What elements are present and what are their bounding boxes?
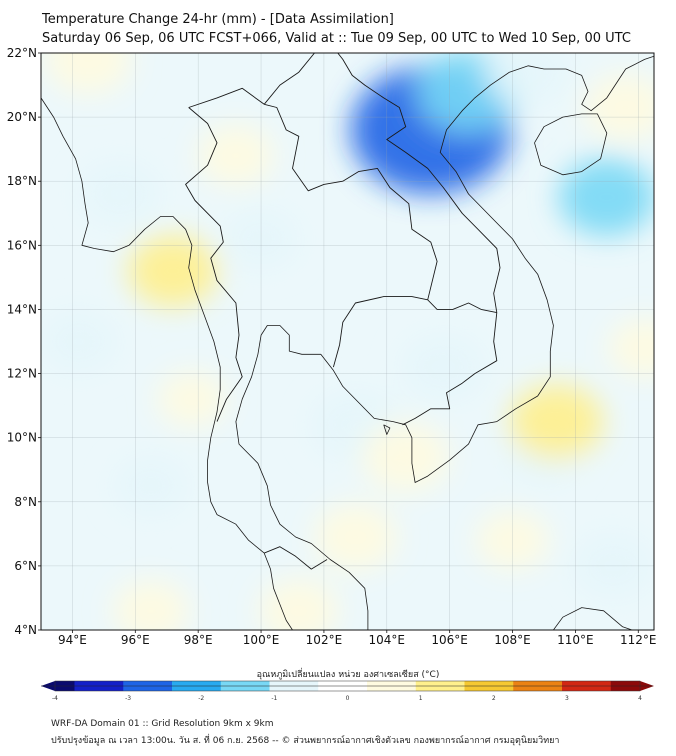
- map-outlines: [41, 53, 654, 630]
- field-blob-10: [113, 455, 190, 517]
- field-blob-12: [44, 53, 132, 95]
- coastline-mainland-west: [41, 97, 293, 630]
- lon-label: 112°E: [620, 633, 657, 647]
- border-myanmar-laos-china: [188, 87, 265, 108]
- coastline-hainan: [534, 113, 608, 176]
- colorbar-tick-label: -1: [271, 695, 277, 702]
- field-blob-9: [41, 309, 119, 374]
- colorbar-ticks: -4 -3 -2 -1 0 1 2 3 4: [52, 695, 642, 702]
- map-area: [40, 52, 655, 631]
- map-subtitle: Saturday 06 Sep, 06 UTC FCST+066, Valid …: [42, 31, 631, 46]
- field-blob-3: [485, 53, 572, 107]
- colorbar-tick-label: 2: [492, 695, 496, 702]
- map-title: Temperature Change 24-hr (mm) - [Data As…: [42, 12, 394, 27]
- lon-label: 110°E: [557, 633, 594, 647]
- colorbar-tick-label: 4: [638, 695, 642, 702]
- border-laos-vietnam: [337, 53, 501, 313]
- border-laos-north: [263, 53, 316, 105]
- field-blob-6: [78, 160, 162, 228]
- latitude-labels: 22°N 20°N 18°N 16°N 14°N 12°N 10°N 8°N 6°N 4°N: [7, 46, 41, 637]
- lat-label: 4°N: [14, 623, 37, 637]
- field-blob-23: [157, 371, 227, 427]
- coastline-phu-quoc: [383, 424, 391, 435]
- colorbar-tick-label: 3: [565, 695, 569, 702]
- lon-label: 106°E: [431, 633, 468, 647]
- lat-label: 12°N: [7, 367, 37, 381]
- field-blob-14: [197, 125, 274, 186]
- map-frame: [40, 52, 655, 631]
- lat-label: 20°N: [7, 110, 37, 124]
- temperature-field: [41, 53, 654, 630]
- field-blob-17: [362, 422, 449, 492]
- lon-label: 100°E: [243, 633, 280, 647]
- lat-label: 18°N: [7, 174, 37, 188]
- lon-label: 104°E: [369, 633, 406, 647]
- field-blob-15: [509, 384, 604, 460]
- colorbar-tick-label: 0: [346, 695, 350, 702]
- lat-label: 10°N: [7, 431, 37, 445]
- lon-label: 108°E: [494, 633, 531, 647]
- footer-credit: ปรับปรุงข้อมูล ณ เวลา 13:00น. วัน ส. ที่…: [51, 736, 560, 746]
- lon-label: 96°E: [121, 633, 150, 647]
- border-thai-cambodia: [332, 296, 497, 368]
- field-blob-16: [584, 74, 654, 141]
- colorbar: อุณหภูมิเปลี่ยนแปลง หน่วย องศาเซลเซียส (…: [41, 667, 654, 702]
- lat-label: 6°N: [14, 559, 37, 573]
- colorbar-label: อุณหภูมิเปลี่ยนแปลง หน่วย องศาเซลเซียส (…: [257, 667, 440, 680]
- border-thai-malaysia: [264, 546, 328, 570]
- lat-label: 22°N: [7, 46, 37, 60]
- graticule: [41, 53, 654, 630]
- lon-label: 94°E: [58, 633, 87, 647]
- colorbar-tick-label: 1: [419, 695, 423, 702]
- footer-model-info: WRF-DA Domain 01 :: Grid Resolution 9km …: [51, 719, 274, 729]
- border-thai-laos: [264, 103, 438, 300]
- lat-label: 14°N: [7, 302, 37, 316]
- coastline-borneo-tip: [553, 607, 633, 630]
- coastline-andaman-1: [41, 353, 42, 356]
- lon-label: 102°E: [306, 633, 343, 647]
- field-blob-5: [400, 332, 487, 402]
- colorbar-tick-label: -2: [198, 695, 204, 702]
- colorbar-tick-label: -4: [52, 695, 58, 702]
- field-blob-20: [113, 580, 190, 630]
- border-myanmar-thailand: [185, 107, 243, 422]
- lat-label: 8°N: [14, 495, 37, 509]
- lon-label: 98°E: [184, 633, 213, 647]
- field-blob-18: [313, 503, 397, 571]
- field-blob-19: [259, 578, 339, 630]
- coastline-gulf-west: [235, 55, 654, 630]
- field-blob-22: [608, 318, 654, 377]
- field-blob-13: [128, 234, 219, 307]
- longitude-labels: 94°E 96°E 98°E 100°E 102°E 104°E 106°E 108°E 110…: [58, 630, 657, 647]
- border-cambodia-vietnam: [402, 312, 498, 426]
- field-blob-2: [558, 158, 654, 237]
- colorbar-tick-label: -3: [125, 695, 131, 702]
- lat-label: 16°N: [7, 238, 37, 252]
